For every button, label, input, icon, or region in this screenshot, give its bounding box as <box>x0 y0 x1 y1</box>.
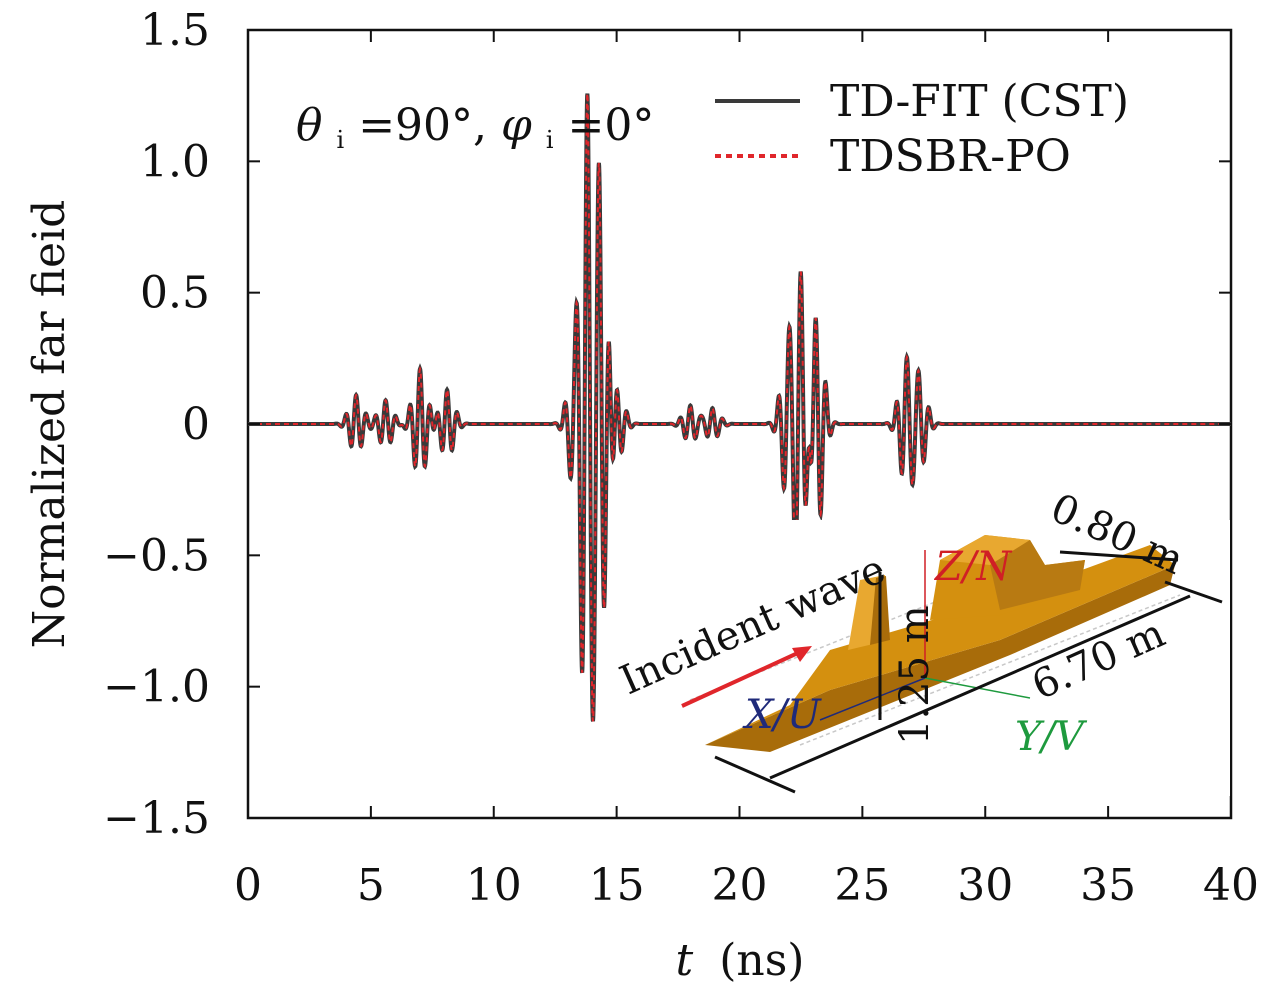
x-axis-label: t (ns) <box>676 935 805 986</box>
phi-value: =0° <box>568 100 655 151</box>
x-tick-label: 10 <box>466 860 522 911</box>
y-axis-label: Normalized far fieid <box>24 200 75 649</box>
ship-superstructure-top <box>940 535 1030 565</box>
legend-label-tdsbr: TDSBR-PO <box>830 131 1071 182</box>
axis-ticks: 0 5 10 15 20 25 30 35 40 1.5 1.0 0.5 0 −0.5 −1.0 −1.5 <box>103 5 1259 911</box>
y-tick-label: −1.5 <box>103 793 210 844</box>
incident-wave-arrow <box>681 650 801 708</box>
y-tick-label: 1.5 <box>140 5 210 56</box>
axis-y-label: Y/V <box>1015 714 1088 760</box>
legend: TD-FIT (CST) TDSBR-PO <box>715 76 1129 182</box>
ship-hull-side <box>705 565 1175 752</box>
x-tick-label: 40 <box>1203 860 1259 911</box>
y-tick-label: 1.0 <box>140 136 210 187</box>
incident-wave-arrowhead <box>792 646 812 662</box>
dim-height-label: 1.25 m <box>892 605 938 745</box>
legend-label-tdfit: TD-FIT (CST) <box>830 76 1129 127</box>
ship-superstructure-side <box>990 540 1085 610</box>
y-tick-label: −0.5 <box>103 530 210 581</box>
y-tick-label: 0.5 <box>140 268 210 319</box>
axis-x-line <box>819 677 926 721</box>
y-tick-label: 0 <box>182 399 210 450</box>
waveform-series <box>248 93 1231 722</box>
x-tick-label: 15 <box>589 860 645 911</box>
dim-length-tick <box>1164 580 1223 604</box>
series-line-tdsbr <box>248 93 1231 722</box>
x-tick-label: 35 <box>1080 860 1136 911</box>
x-tick-label: 0 <box>234 860 262 911</box>
dim-length-line <box>769 594 1191 780</box>
theta-subscript: i <box>337 126 345 154</box>
y-tick-label: −1.0 <box>103 662 210 713</box>
theta-symbol: θ <box>296 100 323 151</box>
x-tick-label: 30 <box>957 860 1013 911</box>
phi-symbol: φ <box>501 100 532 151</box>
dim-width-line <box>1059 550 1179 562</box>
phi-subscript: i <box>546 126 554 154</box>
ship-inset: Incident wave 0.80 m 1.25 m 6.70 m X/U Y… <box>613 485 1230 796</box>
incidence-angle-annotation: θ i =90°, φ i =0° <box>296 100 654 159</box>
x-axis-variable: t <box>676 935 694 986</box>
dim-length-tick <box>714 755 796 794</box>
x-axis-unit: (ns) <box>719 935 804 986</box>
axis-x-label: X/U <box>742 692 822 738</box>
theta-value: =90°, <box>358 100 501 151</box>
guide-line <box>799 594 1181 746</box>
x-tick-label: 20 <box>712 860 768 911</box>
x-tick-label: 5 <box>357 860 385 911</box>
axis-z-label: Z/N <box>933 544 1013 590</box>
x-tick-label: 25 <box>834 860 890 911</box>
